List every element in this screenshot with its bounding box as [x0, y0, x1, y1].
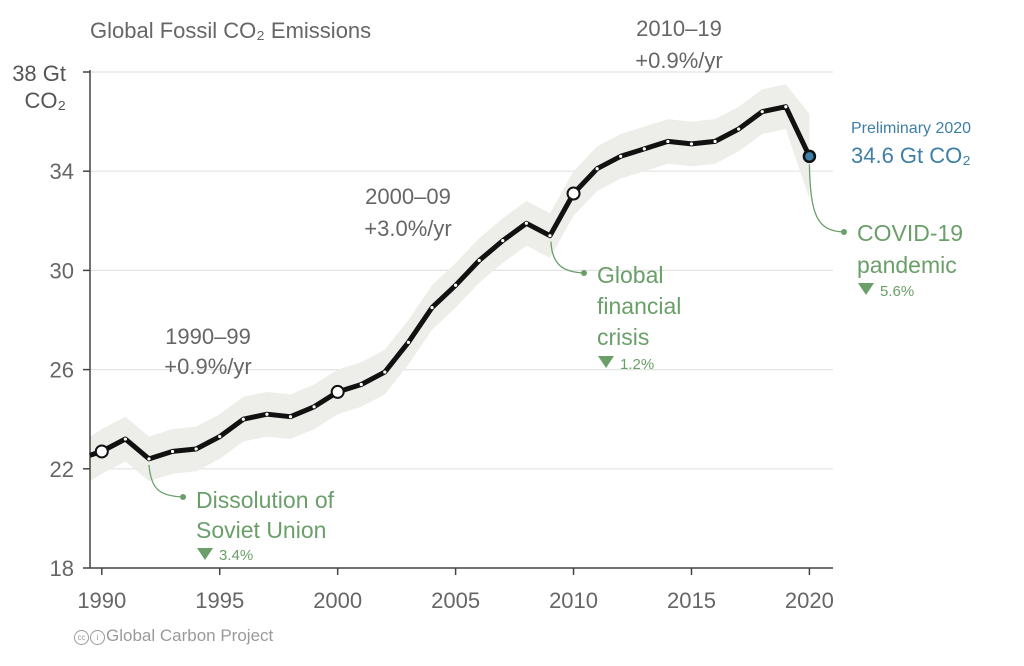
soviet-leader-dot — [180, 494, 186, 500]
data-point — [760, 110, 764, 114]
annotation-covid-line2: pandemic — [857, 252, 957, 278]
data-point — [548, 234, 552, 238]
chart-title: Global Fossil CO₂ Emissions — [90, 18, 371, 43]
uncertainty-band — [90, 84, 810, 482]
annotation-1990s-period: 1990–99 — [165, 324, 251, 349]
highlight-point — [330, 384, 345, 399]
x-tick-label: 2000 — [313, 588, 362, 613]
x-tick-label: 2005 — [431, 588, 480, 613]
data-point — [194, 447, 198, 451]
annotation-financial-line2: financial — [597, 293, 681, 319]
data-point — [359, 382, 363, 387]
data-point — [265, 412, 269, 416]
data-point — [312, 405, 316, 409]
data-point — [524, 221, 528, 225]
y-tick-label: 18 — [50, 556, 74, 581]
data-point — [737, 127, 741, 131]
annotation-soviet-change: 3.4% — [219, 547, 253, 564]
x-tick-label: 1990 — [77, 588, 126, 613]
data-point — [713, 139, 717, 144]
data-point — [642, 147, 646, 151]
covid-leader-dot — [841, 229, 847, 235]
covid-leader — [808, 164, 845, 233]
x-tick-label: 2010 — [549, 588, 598, 613]
soviet-leader — [148, 464, 184, 498]
down-triangle-icon — [598, 356, 614, 368]
data-points — [94, 105, 817, 461]
data-point — [477, 258, 481, 263]
annotation-2010s-rate: +0.9%/yr — [635, 48, 722, 73]
data-point — [595, 167, 599, 171]
financial-leader-dot — [581, 270, 587, 276]
data-point — [689, 142, 694, 146]
data-point — [619, 154, 623, 158]
data-point — [406, 340, 411, 344]
data-point — [218, 434, 222, 439]
data-point — [454, 283, 458, 287]
annotation-covid-line1: COVID-19 — [857, 220, 963, 246]
annotation-soviet-line1: Dissolution of — [196, 487, 335, 513]
annotation-financial-line1: Global — [597, 262, 663, 288]
data-point — [784, 105, 788, 109]
x-tick-label: 2020 — [785, 588, 834, 613]
annotation-financial-line3: crisis — [597, 324, 649, 350]
financial-leader — [550, 241, 585, 274]
footer-credit: cc i Global Carbon Project — [74, 626, 273, 646]
annotation-2010s-period: 2010–19 — [636, 16, 722, 41]
y-tick-label: 22 — [50, 457, 74, 482]
annotation-leaders — [148, 164, 847, 500]
y-axis-unit-line2: CO₂ — [24, 88, 66, 113]
axes: 18 22 26 30 34 1990 1995 2000 2005 2010 2015 2020 — [50, 70, 834, 613]
y-tick-label: 30 — [50, 258, 74, 283]
data-point — [383, 370, 387, 374]
highlight-point — [566, 186, 581, 201]
data-point — [123, 437, 127, 441]
data-point — [430, 306, 434, 310]
x-tick-label: 2015 — [667, 588, 716, 613]
preliminary-2020-point — [802, 149, 817, 164]
down-triangle-icon — [858, 283, 874, 295]
annotation-soviet-line2: Soviet Union — [196, 517, 326, 543]
data-point — [666, 139, 670, 144]
annotation-2000s-period: 2000–09 — [365, 184, 451, 209]
preliminary-value: 34.6 Gt CO₂ — [851, 143, 971, 168]
creative-commons-icon: cc — [74, 630, 89, 645]
down-triangle-icon — [197, 548, 213, 560]
data-point — [241, 417, 245, 421]
preliminary-label: Preliminary 2020 — [851, 120, 971, 137]
data-point — [501, 239, 505, 243]
attribution-icon: i — [90, 630, 105, 645]
annotation-covid-change: 5.6% — [880, 283, 914, 300]
data-point — [288, 415, 293, 419]
highlight-point — [94, 444, 109, 459]
data-point — [170, 449, 175, 454]
emissions-line — [89, 104, 812, 462]
annotation-financial-change: 1.2% — [620, 356, 654, 373]
y-tick-label: 34 — [50, 159, 74, 184]
y-tick-label: 26 — [50, 358, 74, 383]
footer-text: Global Carbon Project — [106, 626, 274, 645]
x-tick-label: 1995 — [195, 588, 244, 613]
annotation-1990s-rate: +0.9%/yr — [164, 354, 251, 379]
annotation-2000s-rate: +3.0%/yr — [364, 216, 451, 241]
data-point — [147, 457, 151, 461]
y-axis-unit-line1: 38 Gt — [12, 61, 66, 86]
